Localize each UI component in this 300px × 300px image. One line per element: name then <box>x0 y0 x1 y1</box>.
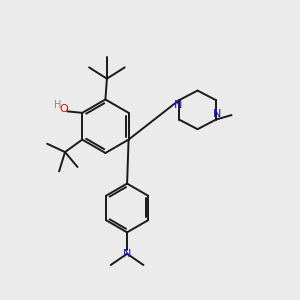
Text: N: N <box>212 109 221 119</box>
Text: H: H <box>54 100 61 110</box>
Text: N: N <box>174 100 182 110</box>
Text: N: N <box>123 249 131 259</box>
Text: O: O <box>59 104 68 114</box>
